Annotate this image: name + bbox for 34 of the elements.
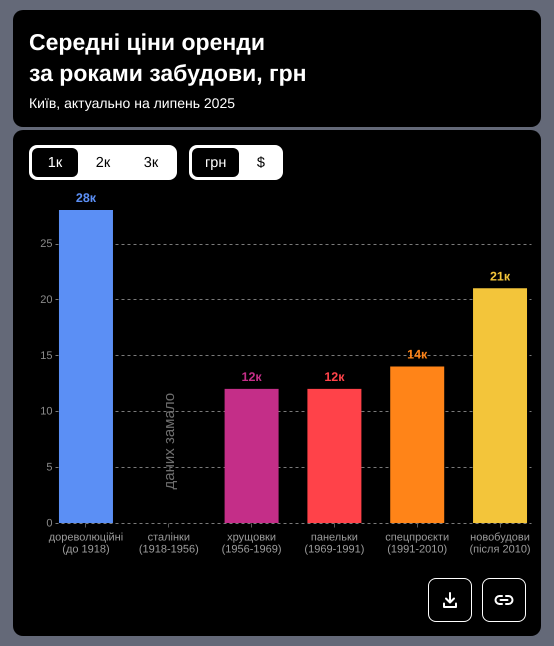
y-tick-label: 20: [40, 294, 52, 306]
toggle-button[interactable]: 1к: [32, 148, 78, 177]
toggle-button[interactable]: 2к: [80, 148, 126, 177]
toggle-button[interactable]: грн: [192, 148, 240, 177]
segmented-control[interactable]: 1к 2к 3к: [29, 145, 177, 180]
toggle-button[interactable]: 3к: [128, 148, 174, 177]
x-tick-label: панельки (1969-1991): [304, 532, 364, 556]
bar: [224, 388, 279, 523]
bar: [473, 288, 528, 523]
y-tick-label: 10: [40, 406, 52, 418]
x-tick-label: сталінки (1918-1956): [138, 532, 199, 556]
x-tick-label: дореволюційні (до 1918): [48, 532, 124, 556]
bar: [58, 210, 113, 523]
data-label: 21к: [490, 269, 511, 284]
annotation: даних замало: [160, 392, 178, 490]
chart-subtitle: Київ, актуально на липень 2025: [29, 95, 236, 111]
x-tick-label: хрущовки (1956-1969): [222, 532, 282, 556]
link-button[interactable]: [482, 578, 526, 622]
y-tick-label: 0: [46, 518, 52, 530]
x-tick-label: спецпроєкти (1991-2010): [385, 532, 450, 556]
y-tick-label: 15: [40, 350, 52, 362]
bar: [307, 388, 362, 523]
download-button[interactable]: [428, 578, 472, 622]
data-label: 28к: [76, 191, 97, 205]
data-label: 12к: [324, 370, 346, 384]
data-label: 12к: [242, 370, 262, 384]
toggle-button[interactable]: $: [241, 148, 280, 177]
y-tick-label: 5: [46, 462, 52, 474]
y-tick-label: 25: [40, 238, 52, 250]
data-label: 14к: [407, 348, 428, 362]
chart-title: Середні ціни оренди за роками забудови, грн: [29, 28, 307, 88]
x-tick-label: новобудови (після 2010): [469, 532, 531, 556]
bar: [390, 366, 444, 523]
segmented-control[interactable]: грн $: [189, 145, 284, 180]
